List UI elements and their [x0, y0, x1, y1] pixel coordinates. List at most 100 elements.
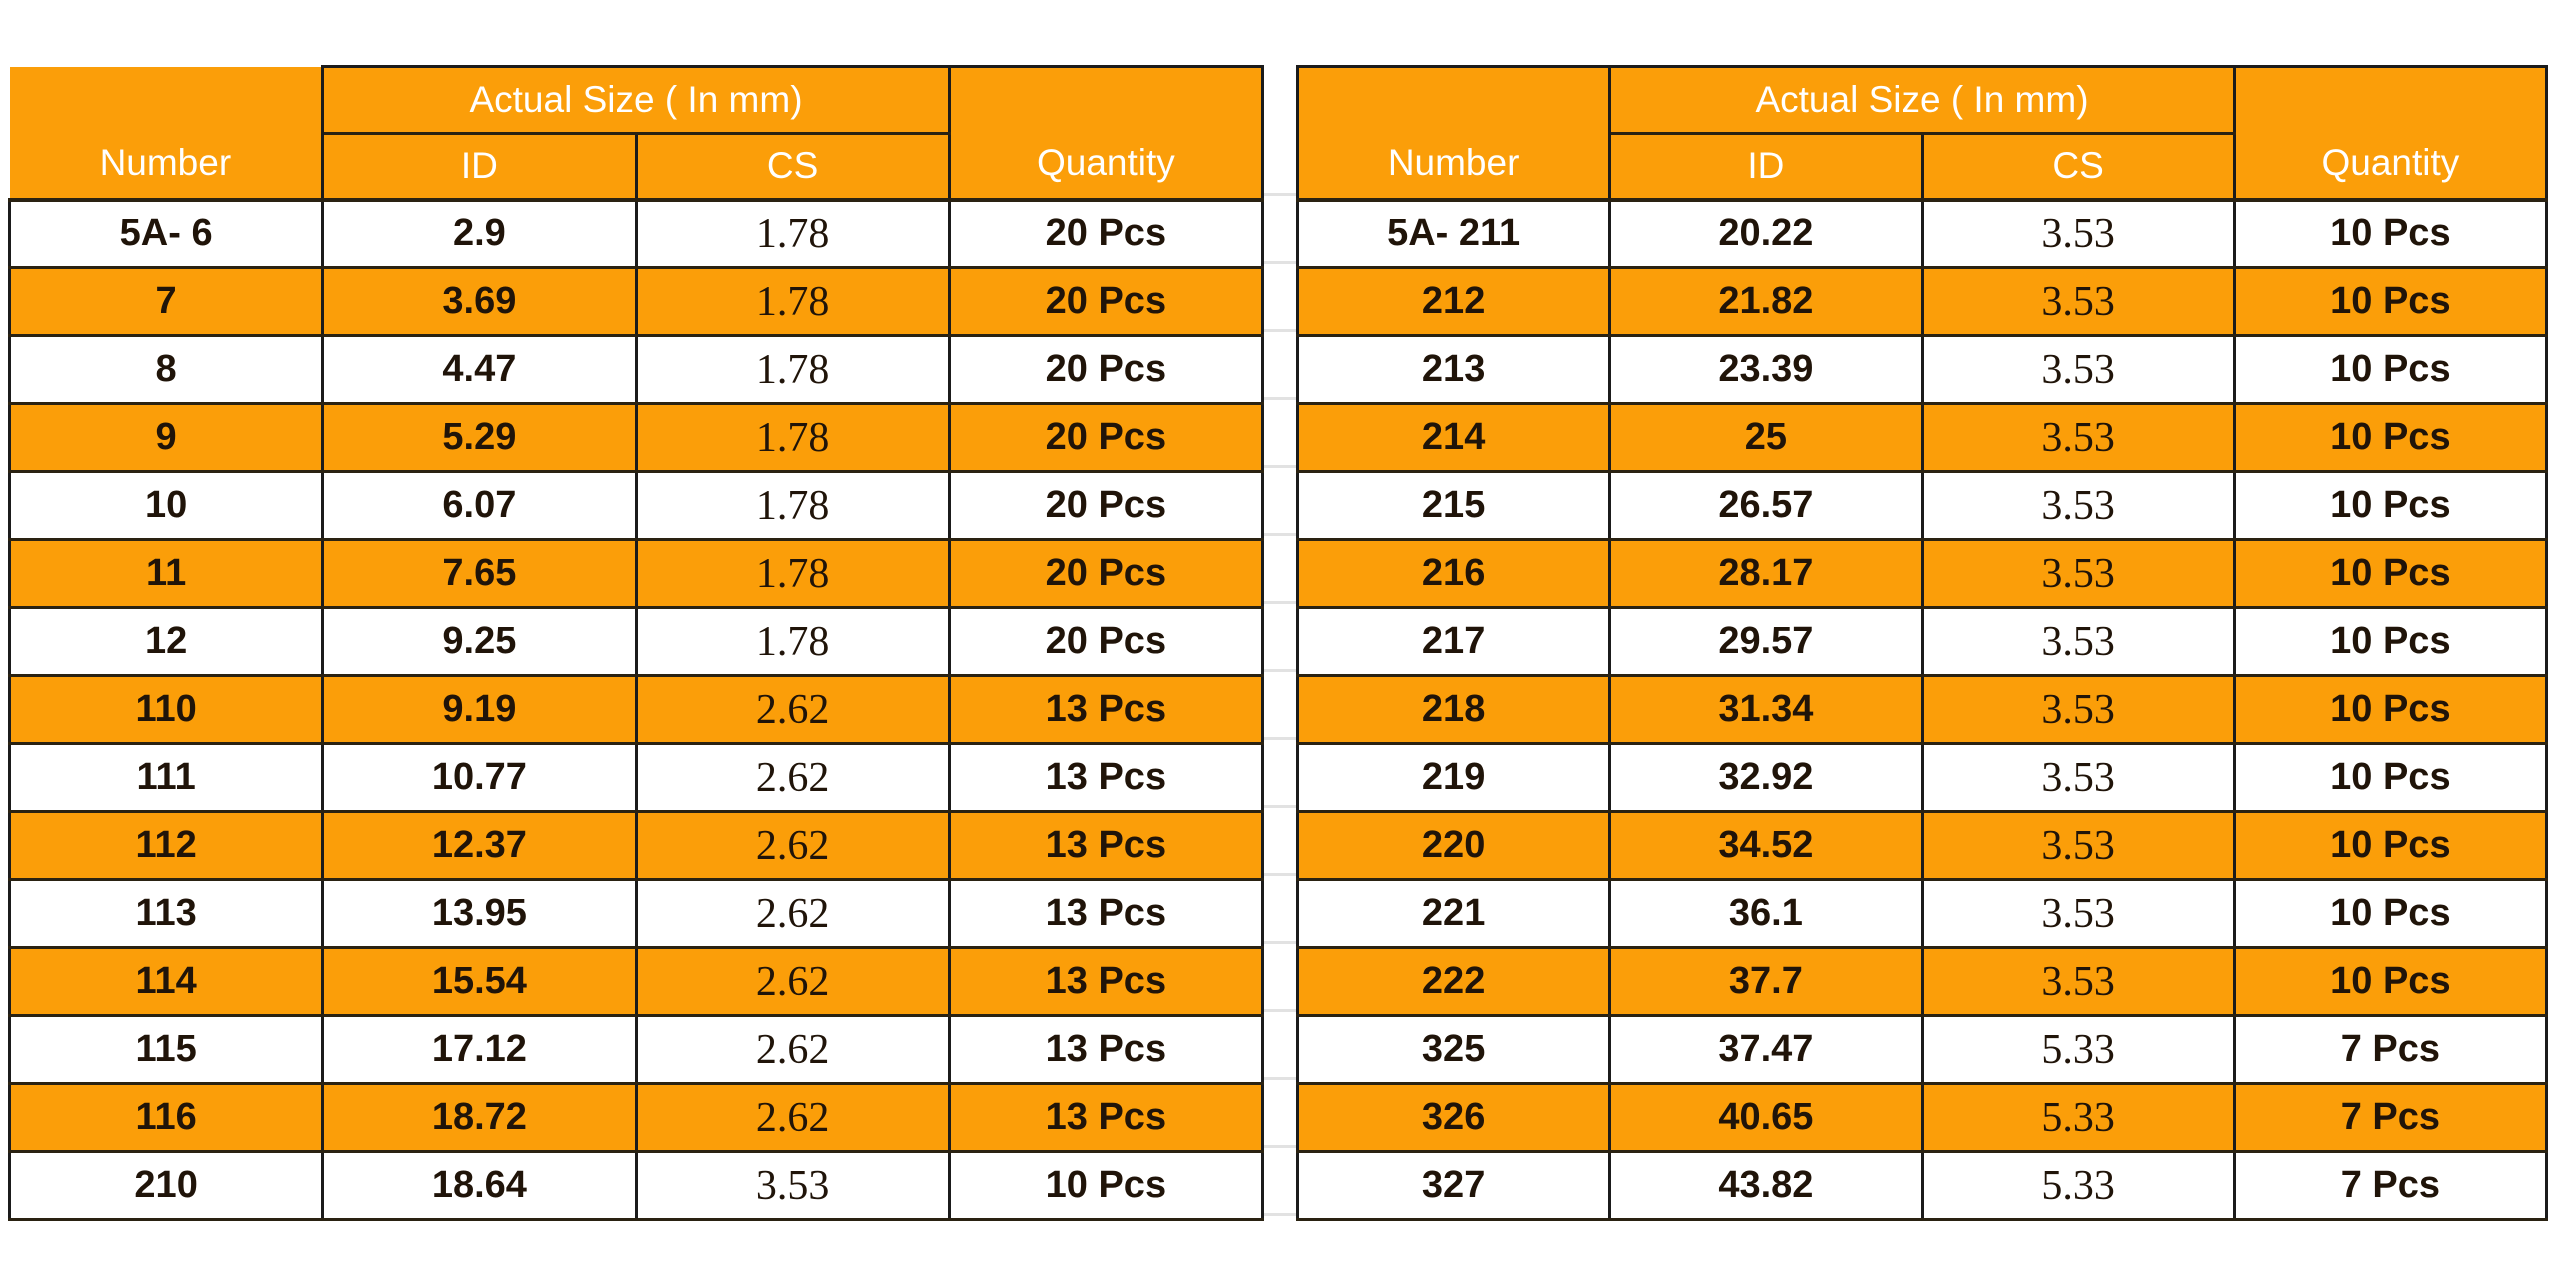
- cs-cell: 3.53: [1920, 674, 2236, 745]
- number-cell: 112: [7, 810, 325, 881]
- quantity-cell: 10 Pcs: [2232, 810, 2549, 881]
- table-row: 220 34.52 3.53 10 Pcs: [1295, 810, 2549, 881]
- cs-cell: 1.78: [634, 198, 951, 269]
- id-cell: 32.92: [1608, 742, 1924, 813]
- id-cell: 4.47: [321, 334, 638, 405]
- number-cell: 5A- 211: [1295, 198, 1612, 269]
- table-row: 7 3.69 1.78 20 Pcs: [7, 266, 1265, 337]
- quantity-cell: 10 Pcs: [2232, 266, 2549, 337]
- quantity-cell: 10 Pcs: [2232, 946, 2549, 1017]
- number-cell: 115: [7, 1014, 325, 1085]
- cs-cell: 2.62: [634, 878, 951, 949]
- id-cell: 9.19: [321, 674, 638, 745]
- table-row: 8 4.47 1.78 20 Pcs: [7, 334, 1265, 405]
- id-cell: 12.37: [321, 810, 638, 881]
- quantity-cell: 10 Pcs: [2232, 742, 2549, 813]
- number-cell: 113: [7, 878, 325, 949]
- id-cell: 37.47: [1608, 1014, 1924, 1085]
- id-cell: 37.7: [1608, 946, 1924, 1017]
- number-cell: 219: [1295, 742, 1612, 813]
- id-column-header: ID: [321, 132, 638, 202]
- number-cell: 10: [7, 470, 325, 541]
- cs-cell: 3.53: [1920, 334, 2236, 405]
- quantity-cell: 13 Pcs: [947, 878, 1265, 949]
- table-row: 210 18.64 3.53 10 Pcs: [7, 1150, 1265, 1221]
- quantity-cell: 10 Pcs: [2232, 674, 2549, 745]
- number-cell: 212: [1295, 266, 1612, 337]
- cs-cell: 5.33: [1920, 1082, 2236, 1153]
- id-cell: 25: [1608, 402, 1924, 473]
- cs-cell: 1.78: [634, 470, 951, 541]
- cs-cell: 2.62: [634, 946, 951, 1017]
- quantity-cell: 7 Pcs: [2232, 1082, 2549, 1153]
- quantity-cell: 10 Pcs: [947, 1150, 1265, 1221]
- id-cell: 26.57: [1608, 470, 1924, 541]
- id-cell: 20.22: [1608, 198, 1924, 269]
- table-row: 219 32.92 3.53 10 Pcs: [1295, 742, 2549, 813]
- cs-cell: 3.53: [1920, 946, 2236, 1017]
- cs-column-header: CS: [634, 132, 951, 202]
- cs-cell: 5.33: [1920, 1150, 2236, 1221]
- spreadsheet-gridlines: [1262, 128, 1298, 1224]
- quantity-cell: 20 Pcs: [947, 266, 1265, 337]
- id-cell: 6.07: [321, 470, 638, 541]
- id-cell: 23.39: [1608, 334, 1924, 405]
- quantity-cell: 10 Pcs: [2232, 402, 2549, 473]
- table-body: 5A- 211 20.22 3.53 10 Pcs 212 21.82 3.53 10 Pcs…: [1295, 198, 2549, 1221]
- number-cell: 8: [7, 334, 325, 405]
- id-cell: 43.82: [1608, 1150, 1924, 1221]
- number-cell: 215: [1295, 470, 1612, 541]
- cs-cell: 3.53: [1920, 538, 2236, 609]
- cs-cell: 3.53: [1920, 470, 2236, 541]
- number-cell: 216: [1295, 538, 1612, 609]
- cs-cell: 1.78: [634, 334, 951, 405]
- quantity-cell: 13 Pcs: [947, 742, 1265, 813]
- quantity-cell: 13 Pcs: [947, 674, 1265, 745]
- cs-cell: 5.33: [1920, 1014, 2236, 1085]
- number-cell: 12: [7, 606, 325, 677]
- table-row: 111 10.77 2.62 13 Pcs: [7, 742, 1265, 813]
- header-row-2: ID CS: [1298, 132, 2547, 202]
- cs-column-header: CS: [1920, 132, 2236, 202]
- quantity-column-header: Quantity: [2232, 65, 2549, 202]
- cs-cell: 3.53: [1920, 810, 2236, 881]
- quantity-cell: 20 Pcs: [947, 402, 1265, 473]
- table-row: 12 9.25 1.78 20 Pcs: [7, 606, 1265, 677]
- number-cell: 7: [7, 266, 325, 337]
- cs-cell: 2.62: [634, 1014, 951, 1085]
- id-cell: 21.82: [1608, 266, 1924, 337]
- id-column-header: ID: [1608, 132, 1924, 202]
- quantity-cell: 13 Pcs: [947, 1014, 1265, 1085]
- number-cell: 110: [7, 674, 325, 745]
- id-cell: 17.12: [321, 1014, 638, 1085]
- number-cell: 218: [1295, 674, 1612, 745]
- quantity-cell: 10 Pcs: [2232, 470, 2549, 541]
- number-cell: 213: [1295, 334, 1612, 405]
- cs-cell: 2.62: [634, 674, 951, 745]
- id-cell: 36.1: [1608, 878, 1924, 949]
- cs-cell: 2.62: [634, 1082, 951, 1153]
- table-row: 217 29.57 3.53 10 Pcs: [1295, 606, 2549, 677]
- table-row: 11 7.65 1.78 20 Pcs: [7, 538, 1265, 609]
- quantity-cell: 10 Pcs: [2232, 538, 2549, 609]
- id-cell: 18.72: [321, 1082, 638, 1153]
- table-row: 221 36.1 3.53 10 Pcs: [1295, 878, 2549, 949]
- quantity-cell: 20 Pcs: [947, 334, 1265, 405]
- cs-cell: 2.62: [634, 742, 951, 813]
- id-cell: 10.77: [321, 742, 638, 813]
- number-cell: 111: [7, 742, 325, 813]
- table-row: 113 13.95 2.62 13 Pcs: [7, 878, 1265, 949]
- quantity-cell: 7 Pcs: [2232, 1014, 2549, 1085]
- cs-cell: 3.53: [1920, 402, 2236, 473]
- cs-cell: 1.78: [634, 402, 951, 473]
- number-cell: 9: [7, 402, 325, 473]
- number-cell: 325: [1295, 1014, 1612, 1085]
- quantity-cell: 13 Pcs: [947, 810, 1265, 881]
- cs-cell: 3.53: [1920, 266, 2236, 337]
- id-cell: 2.9: [321, 198, 638, 269]
- number-cell: 116: [7, 1082, 325, 1153]
- number-cell: 326: [1295, 1082, 1612, 1153]
- cs-cell: 1.78: [634, 266, 951, 337]
- cs-cell: 3.53: [1920, 606, 2236, 677]
- table-row: 222 37.7 3.53 10 Pcs: [1295, 946, 2549, 1017]
